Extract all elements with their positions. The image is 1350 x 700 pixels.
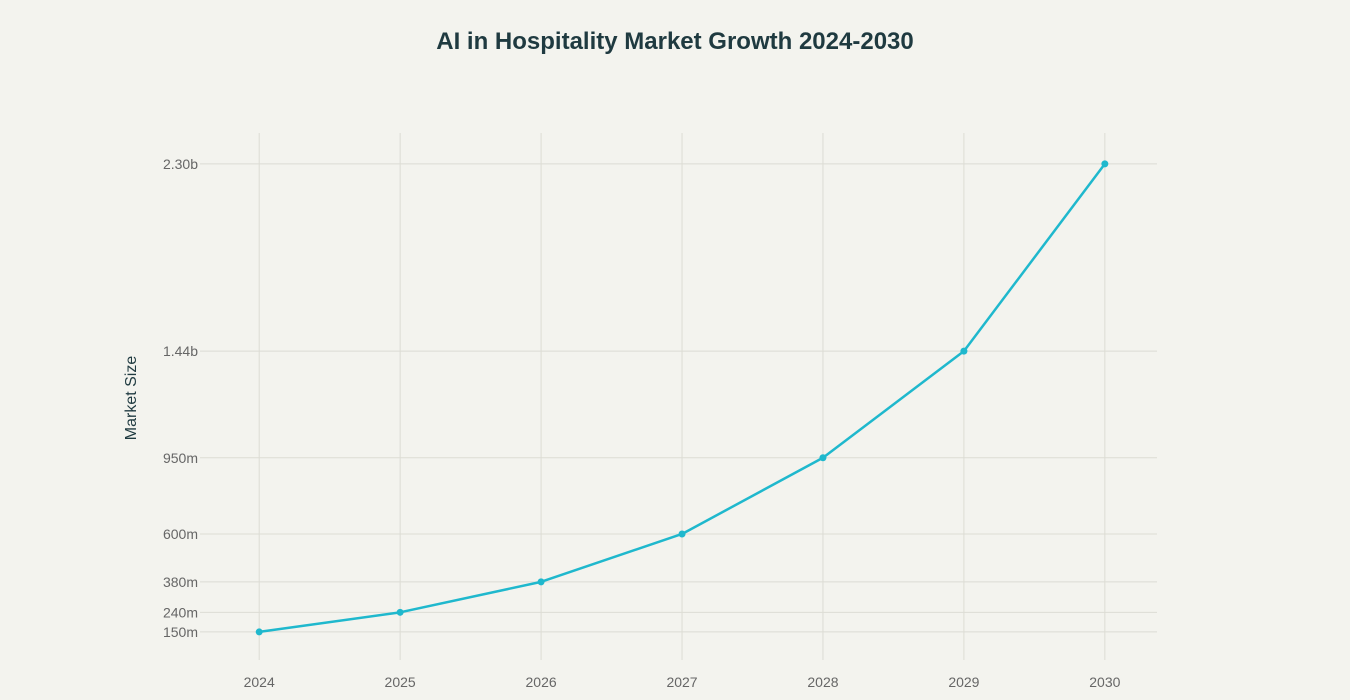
y-tick-label: 1.44b [163,343,198,359]
x-tick-label: 2027 [666,674,697,690]
y-tick-label: 600m [163,526,198,542]
y-axis-label: Market Size [123,356,140,441]
data-point [537,578,545,586]
y-tick-label: 950m [163,450,198,466]
y-tick-label: 150m [163,624,198,640]
chart-title: AI in Hospitality Market Growth 2024-203… [436,28,914,55]
data-point [960,347,968,355]
y-tick-label: 380m [163,574,198,590]
data-point [819,454,827,462]
x-tick-label: 2024 [244,674,275,690]
data-point [1101,160,1109,168]
data-point [396,608,404,616]
x-tick-label: 2028 [807,674,838,690]
y-tick-label: 240m [163,604,198,620]
y-tick-label: 2.30b [163,156,198,172]
x-tick-label: 2030 [1089,674,1120,690]
x-tick-label: 2029 [948,674,979,690]
x-tick-label: 2026 [526,674,557,690]
x-tick-label: 2025 [385,674,416,690]
data-point [255,628,263,636]
data-point [678,530,686,538]
